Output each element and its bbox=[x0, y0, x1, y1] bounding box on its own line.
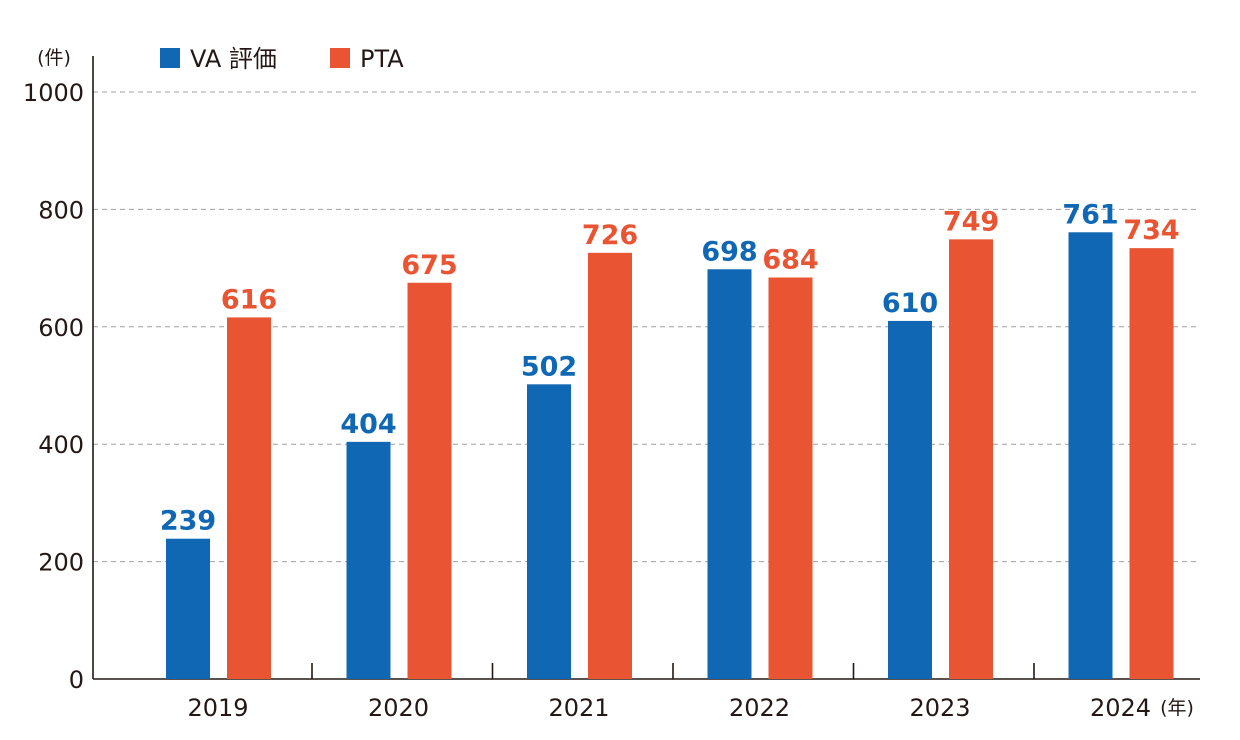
y-tick-label: 200 bbox=[38, 549, 84, 577]
bar-va-2020 bbox=[346, 441, 391, 679]
data-label: 698 bbox=[701, 236, 757, 267]
bar-pta-2020 bbox=[407, 282, 452, 679]
y-tick-label: 400 bbox=[38, 431, 84, 459]
bar-va-2019 bbox=[166, 538, 210, 679]
x-unit-label: (年) bbox=[1160, 697, 1194, 719]
data-label: 734 bbox=[1123, 215, 1179, 246]
data-label: 616 bbox=[221, 284, 277, 315]
data-label: 404 bbox=[340, 409, 396, 440]
bar-va-2023 bbox=[888, 320, 932, 679]
legend-swatch bbox=[330, 48, 350, 68]
bar-pta-2019 bbox=[227, 317, 271, 679]
bar-va-2024 bbox=[1068, 232, 1113, 679]
bar-pta-2023 bbox=[949, 239, 993, 679]
data-label: 239 bbox=[160, 506, 216, 537]
data-label: 610 bbox=[882, 288, 938, 319]
x-tick-label: 2022 bbox=[729, 694, 790, 722]
data-label: 684 bbox=[762, 244, 818, 275]
legend-swatch bbox=[160, 48, 180, 68]
bars bbox=[166, 232, 1174, 679]
y-unit-label: (件) bbox=[37, 47, 71, 69]
data-label: 675 bbox=[401, 250, 457, 281]
y-tick-label: 800 bbox=[38, 196, 84, 224]
x-tick-label: 2019 bbox=[187, 694, 248, 722]
y-tick-label: 600 bbox=[38, 314, 84, 342]
data-label: 749 bbox=[943, 206, 999, 237]
x-tick-label: 2024 bbox=[1090, 694, 1151, 722]
y-tick-label: 1000 bbox=[23, 79, 84, 107]
bar-pta-2021 bbox=[588, 252, 632, 679]
legend-label: PTA bbox=[360, 45, 404, 73]
bar-va-2021 bbox=[527, 384, 571, 679]
grid-lines bbox=[93, 91, 1200, 563]
bar-pta-2024 bbox=[1129, 248, 1174, 679]
bar-pta-2022 bbox=[768, 277, 813, 679]
x-tick-label: 2021 bbox=[548, 694, 609, 722]
legend-label: VA 評価 bbox=[190, 45, 277, 73]
data-label: 726 bbox=[582, 220, 638, 251]
y-tick-label: 0 bbox=[69, 666, 84, 694]
legend: VA 評価 PTA bbox=[160, 45, 404, 73]
axes: 0 200 400 600 800 1000 (件) 2019 2020 2021 2022 2023… bbox=[23, 47, 1200, 722]
x-tick-label: 2023 bbox=[909, 694, 970, 722]
data-label: 502 bbox=[521, 351, 577, 382]
x-tick-label: 2020 bbox=[368, 694, 429, 722]
bar-va-2022 bbox=[707, 269, 752, 679]
data-label: 761 bbox=[1062, 199, 1118, 230]
